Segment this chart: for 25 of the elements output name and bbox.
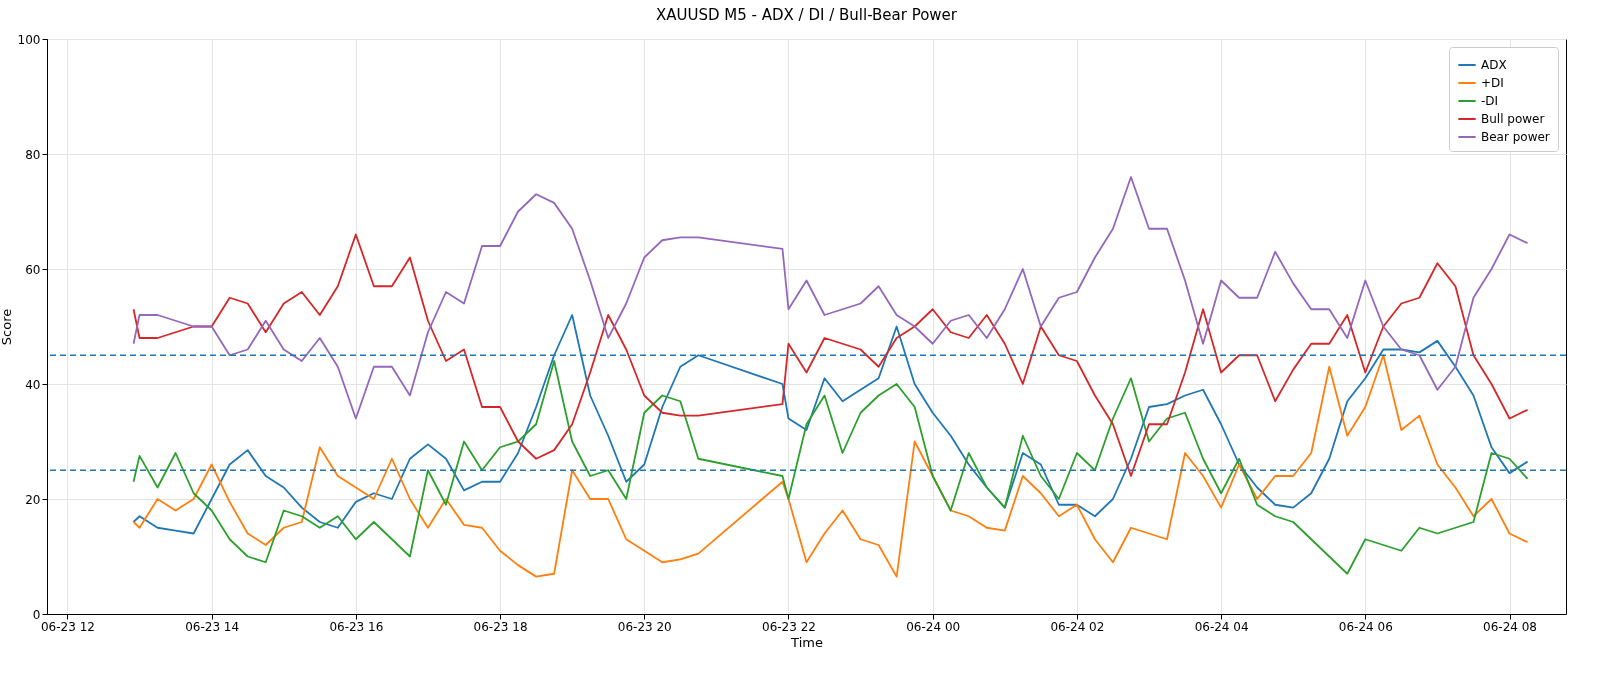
x-tick-label: 06-23 20 (617, 619, 672, 634)
x-tick-label: 06-24 06 (1338, 619, 1393, 634)
legend-label: ADX (1481, 58, 1507, 72)
legend-label: +DI (1481, 76, 1504, 90)
x-tick-label: 06-23 12 (40, 619, 95, 634)
x-tick-label: 06-24 00 (906, 619, 961, 634)
legend-label: -DI (1481, 94, 1499, 108)
y-tick-label: 40 (25, 377, 41, 392)
y-tick-label: 0 (32, 607, 41, 622)
y-tick-label: 100 (17, 32, 41, 47)
legend-label: Bear power (1481, 130, 1550, 144)
chart-title: XAUUSD M5 - ADX / DI / Bull-Bear Power (655, 6, 958, 24)
x-tick-label: 06-23 18 (473, 619, 528, 634)
x-tick-label: 06-24 02 (1050, 619, 1105, 634)
x-tick-label: 06-23 22 (762, 619, 816, 634)
x-axis-title: Time (790, 634, 823, 650)
x-tick-label: 06-24 04 (1194, 619, 1249, 634)
legend-label: Bull power (1481, 112, 1545, 126)
y-tick-label: 80 (25, 147, 41, 162)
y-axis-title: Score (0, 308, 14, 346)
y-tick-label: 60 (25, 262, 41, 277)
x-tick-label: 06-23 16 (329, 619, 384, 634)
x-tick-label: 06-24 08 (1483, 619, 1537, 634)
y-tick-label: 20 (25, 492, 41, 507)
x-tick-label: 06-23 14 (185, 619, 240, 634)
